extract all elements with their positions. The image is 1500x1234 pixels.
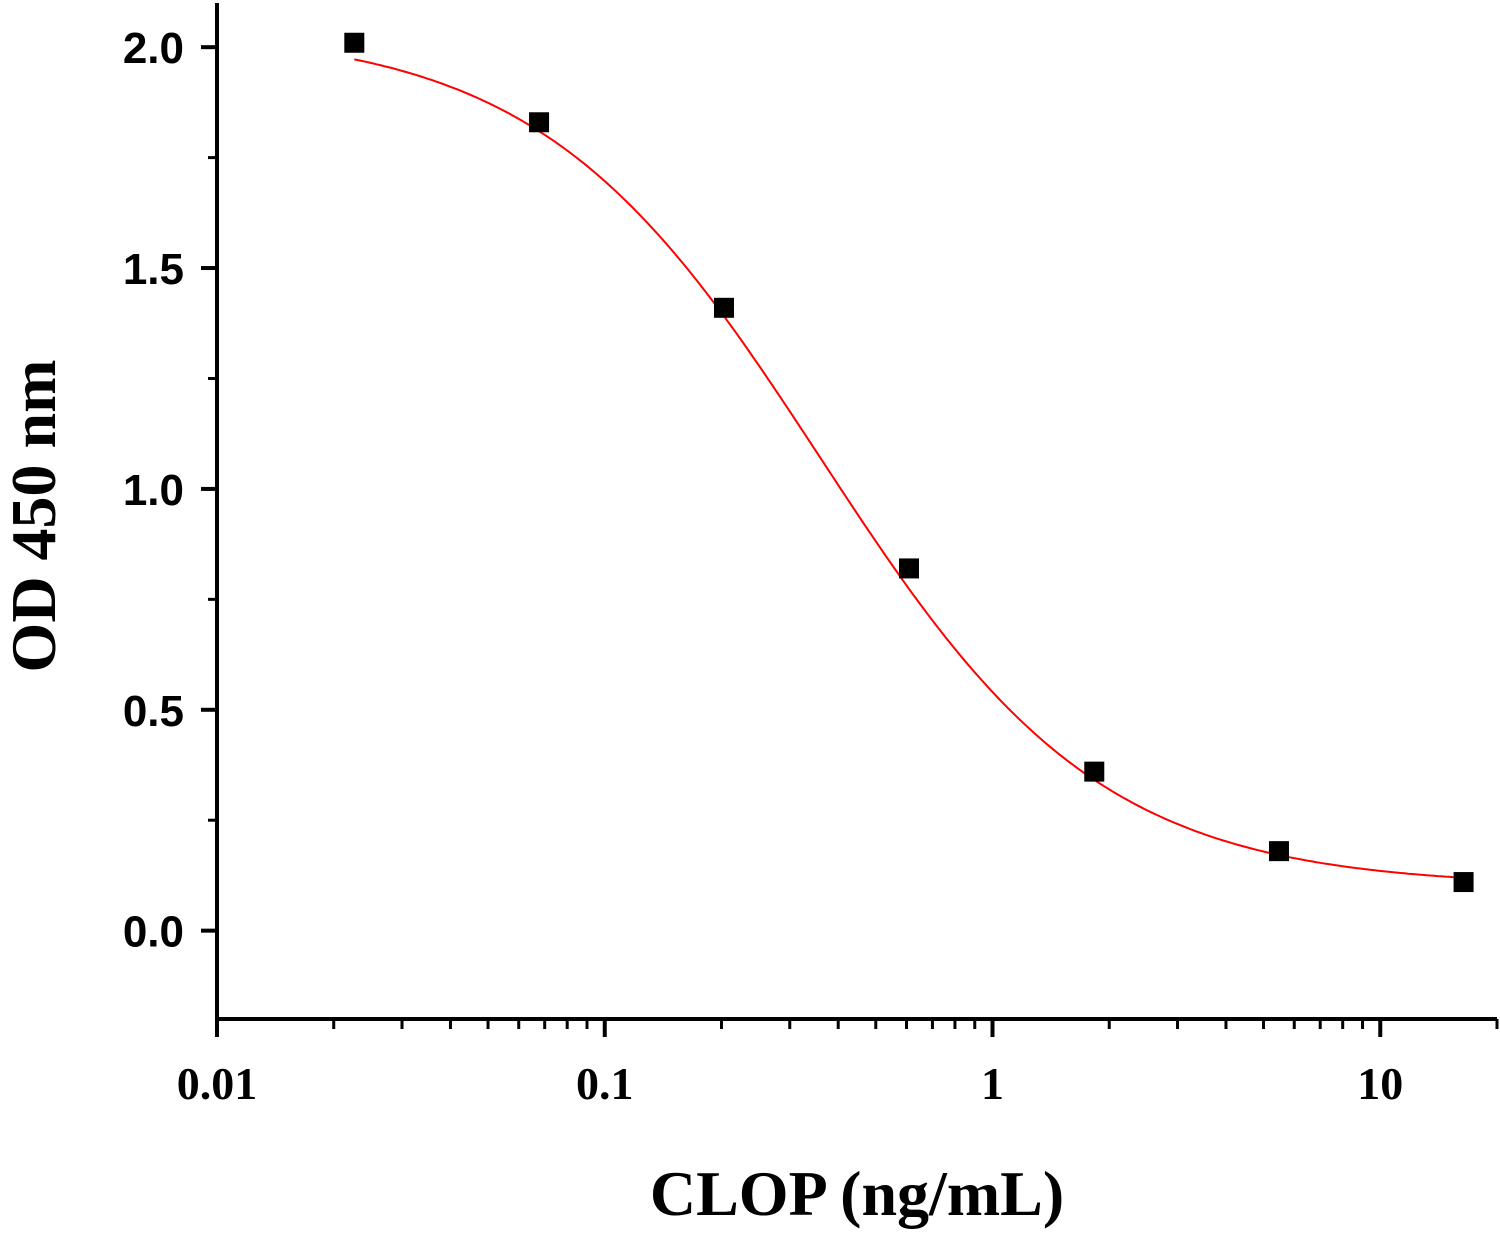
data-point (1268, 841, 1289, 862)
data-points (344, 32, 1474, 893)
data-point (1453, 872, 1474, 893)
y-tick-label: 0.0 (123, 908, 184, 957)
ticks: 0.0 0.5 1.0 1.5 2.0 0.01 0.1 1 10 (123, 24, 1499, 1109)
data-point (344, 32, 365, 53)
data-point (898, 558, 919, 579)
x-axis-label: CLOP (ng/mL) (650, 1158, 1064, 1229)
axes (215, 3, 1497, 1021)
data-point (529, 112, 550, 133)
y-tick-label: 2.0 (123, 24, 184, 73)
y-axis-label: OD 450 nm (0, 360, 69, 673)
x-tick-label: 0.01 (177, 1058, 258, 1109)
y-tick-label: 0.5 (123, 687, 184, 736)
x-tick-label: 10 (1357, 1058, 1403, 1109)
x-tick-label: 1 (981, 1058, 1004, 1109)
y-tick-label: 1.0 (123, 466, 184, 515)
x-tick-label: 0.1 (576, 1058, 634, 1109)
data-point (713, 297, 734, 318)
y-tick-label: 1.5 (123, 245, 184, 294)
data-point (1084, 761, 1105, 782)
fit-curve (354, 58, 1464, 879)
